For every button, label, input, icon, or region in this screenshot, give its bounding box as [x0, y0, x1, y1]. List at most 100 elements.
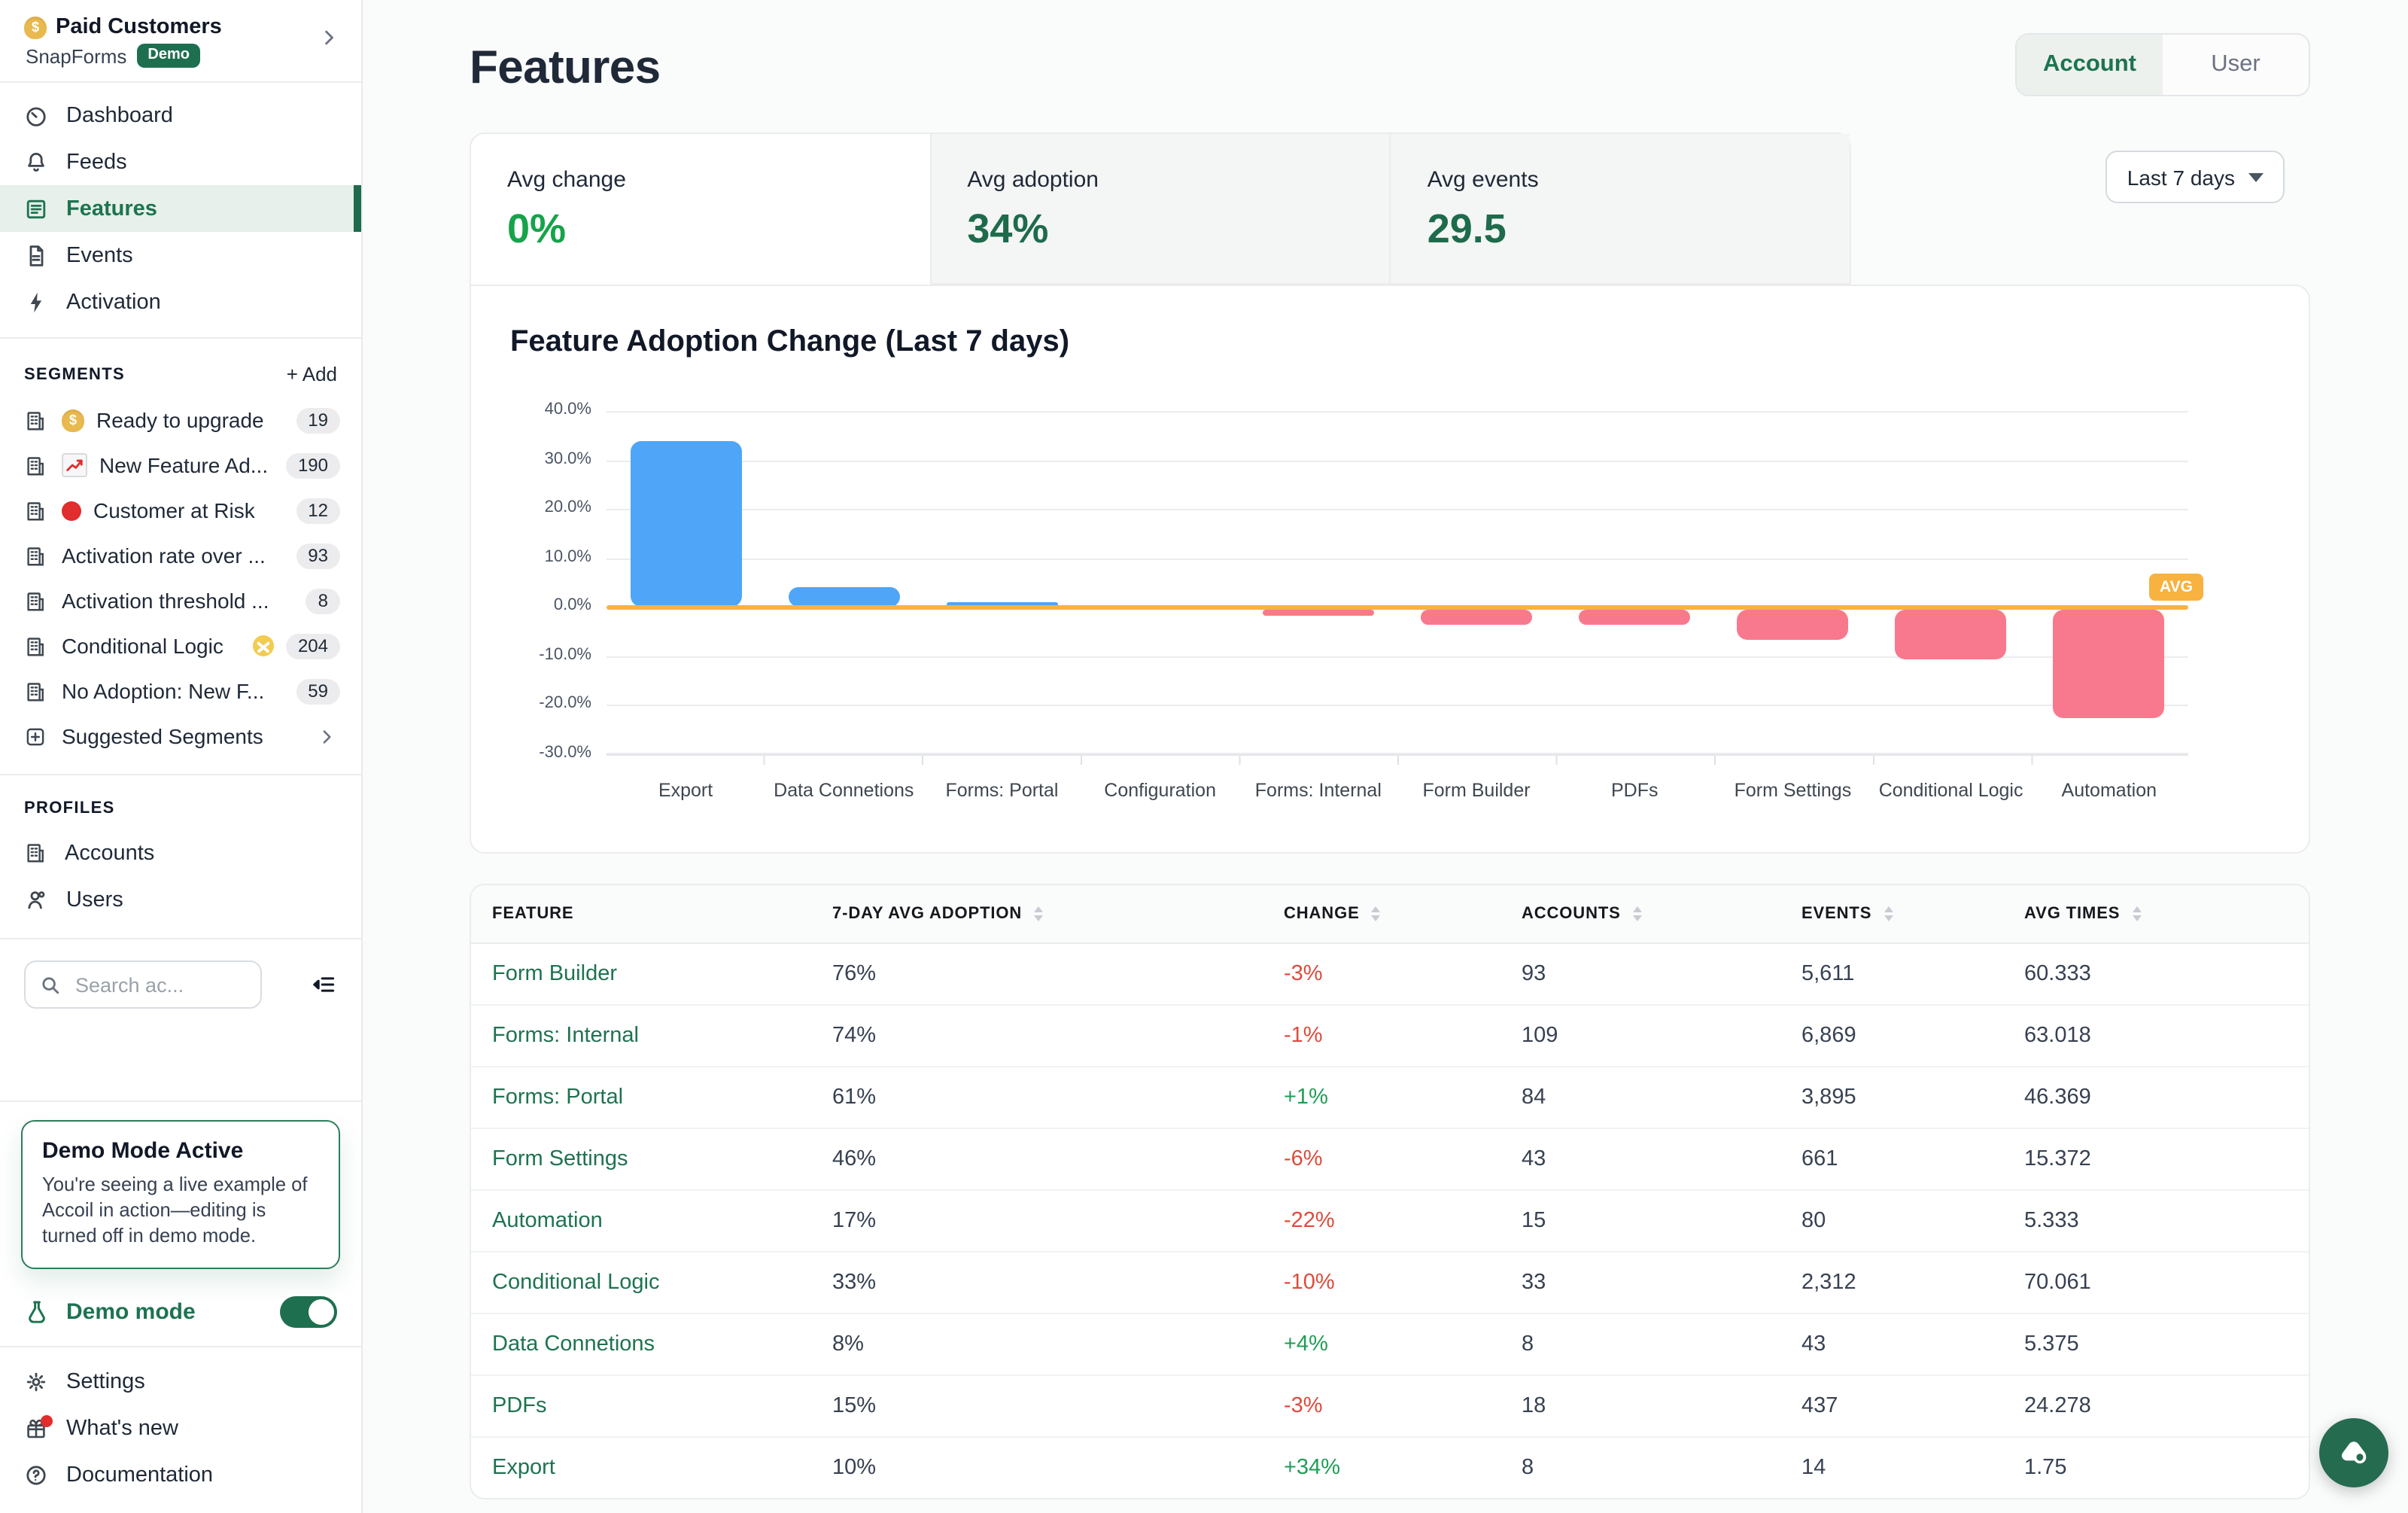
- feature-link[interactable]: Forms: Portal: [492, 1085, 624, 1110]
- gauge-icon: [24, 103, 48, 127]
- stat-label: Avg events: [1427, 167, 1539, 193]
- stat-label: Avg change: [507, 167, 626, 193]
- x-tick-label: Form Settings: [1734, 780, 1852, 801]
- segment-activation-threshold[interactable]: Activation threshold ... 8: [0, 578, 361, 623]
- sidebar-item-feeds[interactable]: Feeds: [0, 139, 361, 185]
- segment-conditional-logic[interactable]: Conditional Logic 204: [0, 623, 361, 668]
- y-tick-label: 20.0%: [544, 498, 591, 517]
- search-box[interactable]: [24, 960, 262, 1009]
- avg-times-cell: 70.061: [2024, 1271, 2091, 1295]
- feature-link[interactable]: Automation: [492, 1209, 603, 1233]
- table-row: Data Connetions 8% +4% 8 43 5.375: [471, 1313, 2309, 1374]
- bar-conditional-logic: [1895, 610, 2007, 659]
- chat-widget-button[interactable]: [2319, 1418, 2388, 1487]
- main-content: Features Account User Last 7 days Avg ch…: [361, 0, 2408, 1513]
- x-axis-labels: Export Data Connetions Forms: Portal Con…: [607, 780, 2188, 801]
- feature-link[interactable]: Forms: Internal: [492, 1024, 639, 1048]
- segment-customer-at-risk[interactable]: Customer at Risk 12: [0, 488, 361, 533]
- table-row: Form Builder 76% -3% 93 5,611 60.333: [471, 944, 2309, 1004]
- sidebar-item-whats-new[interactable]: What's new: [0, 1405, 361, 1451]
- x-tick-label: Configuration: [1104, 780, 1216, 801]
- stat-tab-avg-change[interactable]: Avg change 0%: [471, 134, 929, 285]
- x-tick-label: Data Connetions: [774, 780, 914, 801]
- sidebar-item-dashboard[interactable]: Dashboard: [0, 92, 361, 139]
- accounts-cell: 84: [1522, 1085, 1546, 1110]
- sidebar-item-settings[interactable]: Settings: [0, 1358, 361, 1405]
- feature-link[interactable]: Form Builder: [492, 962, 617, 986]
- org-name: SnapForms: [26, 44, 127, 67]
- adoption-cell: 10%: [832, 1456, 877, 1480]
- chart-up-icon: [62, 453, 87, 477]
- x-tick-label: Forms: Internal: [1254, 780, 1382, 801]
- sidebar-item-users[interactable]: Users: [0, 876, 361, 923]
- column-header-adoption[interactable]: 7-DAY AVG ADOPTION: [832, 905, 1284, 923]
- building-icon: [24, 589, 47, 612]
- segment-activation-rate[interactable]: Activation rate over ... 93: [0, 533, 361, 578]
- profiles-list: Accounts Users: [0, 830, 361, 923]
- gridline: [607, 509, 2188, 511]
- column-header-avg-times[interactable]: AVG TIMES: [2024, 905, 2309, 923]
- avg-times-cell: 5.375: [2024, 1332, 2079, 1356]
- x-tick-label: Conditional Logic: [1878, 780, 2023, 801]
- page-title: Features: [470, 41, 661, 93]
- gridline: [607, 705, 2188, 707]
- y-tick-label: 30.0%: [544, 449, 591, 468]
- sidebar-item-activation[interactable]: Activation: [0, 279, 361, 325]
- adoption-cell: 33%: [832, 1271, 877, 1295]
- accounts-cell: 8: [1522, 1456, 1534, 1480]
- change-cell: +34%: [1284, 1456, 1340, 1480]
- adoption-cell: 17%: [832, 1209, 877, 1233]
- column-header-events[interactable]: EVENTS: [1801, 905, 2024, 923]
- feature-link[interactable]: Conditional Logic: [492, 1271, 660, 1295]
- segment-ready-to-upgrade[interactable]: Ready to upgrade 19: [0, 397, 361, 443]
- bar-automation: [2053, 610, 2165, 718]
- stat-value: 29.5: [1427, 206, 1507, 251]
- stat-tab-avg-adoption[interactable]: Avg adoption 34%: [929, 134, 1390, 285]
- bar-chart: 40.0% 30.0% 20.0% 10.0% 0.0% -10.0% -20.…: [539, 400, 2203, 801]
- search-input[interactable]: [72, 972, 214, 997]
- segment-new-feature-adoption[interactable]: New Feature Ad... 190: [0, 443, 361, 488]
- segment-label: Customer at Risk: [93, 498, 255, 522]
- column-header-accounts[interactable]: ACCOUNTS: [1522, 905, 1801, 923]
- tab-account[interactable]: Account: [2017, 35, 2163, 95]
- avg-times-cell: 5.333: [2024, 1209, 2079, 1233]
- events-cell: 437: [1801, 1394, 1838, 1418]
- search-icon: [39, 973, 62, 996]
- sidebar-item-documentation[interactable]: Documentation: [0, 1451, 361, 1498]
- column-header-feature[interactable]: FEATURE: [492, 905, 574, 923]
- table-row: Automation 17% -22% 15 80 5.333: [471, 1189, 2309, 1251]
- table-row: PDFs 15% -3% 18 437 24.278: [471, 1374, 2309, 1436]
- account-user-toggle: Account User: [2015, 33, 2310, 96]
- bolt-icon: [24, 290, 48, 314]
- accoil-logo-icon: [2342, 1441, 2367, 1464]
- suggested-segments-link[interactable]: Suggested Segments: [0, 714, 361, 759]
- change-cell: -22%: [1284, 1209, 1335, 1233]
- feature-link[interactable]: Export: [492, 1456, 555, 1480]
- demo-mode-toggle[interactable]: [280, 1296, 337, 1328]
- primary-nav: Dashboard Feeds Features Events: [0, 83, 361, 337]
- building-icon: [24, 635, 47, 657]
- accounts-cell: 33: [1522, 1271, 1546, 1295]
- add-segment-button[interactable]: + Add: [286, 363, 337, 385]
- column-header-change[interactable]: CHANGE: [1284, 905, 1522, 923]
- events-cell: 5,611: [1801, 962, 1855, 986]
- money-bag-icon: [24, 16, 47, 38]
- tab-user[interactable]: User: [2211, 51, 2261, 77]
- average-badge: AVG: [2149, 574, 2203, 601]
- stat-tab-avg-events[interactable]: Avg events 29.5: [1389, 134, 1850, 285]
- feature-link[interactable]: Data Connetions: [492, 1332, 655, 1356]
- segment-no-adoption[interactable]: No Adoption: New F... 59: [0, 668, 361, 714]
- feature-link[interactable]: Form Settings: [492, 1147, 628, 1171]
- collapse-sidebar-icon[interactable]: [310, 971, 337, 998]
- sidebar-item-accounts[interactable]: Accounts: [0, 830, 361, 876]
- events-cell: 43: [1801, 1332, 1826, 1356]
- date-range-dropdown[interactable]: Last 7 days: [2105, 151, 2285, 203]
- sidebar-item-events[interactable]: Events: [0, 232, 361, 279]
- suggested-segments-label: Suggested Segments: [62, 724, 263, 748]
- feature-link[interactable]: PDFs: [492, 1394, 547, 1418]
- demo-mode-notice: Demo Mode Active You're seeing a live ex…: [21, 1120, 340, 1269]
- footer-label: Documentation: [66, 1463, 214, 1487]
- workspace-switcher[interactable]: Paid Customers SnapForms Demo: [0, 0, 361, 81]
- segment-count-badge: 204: [285, 633, 340, 659]
- sidebar-item-features[interactable]: Features: [0, 185, 361, 232]
